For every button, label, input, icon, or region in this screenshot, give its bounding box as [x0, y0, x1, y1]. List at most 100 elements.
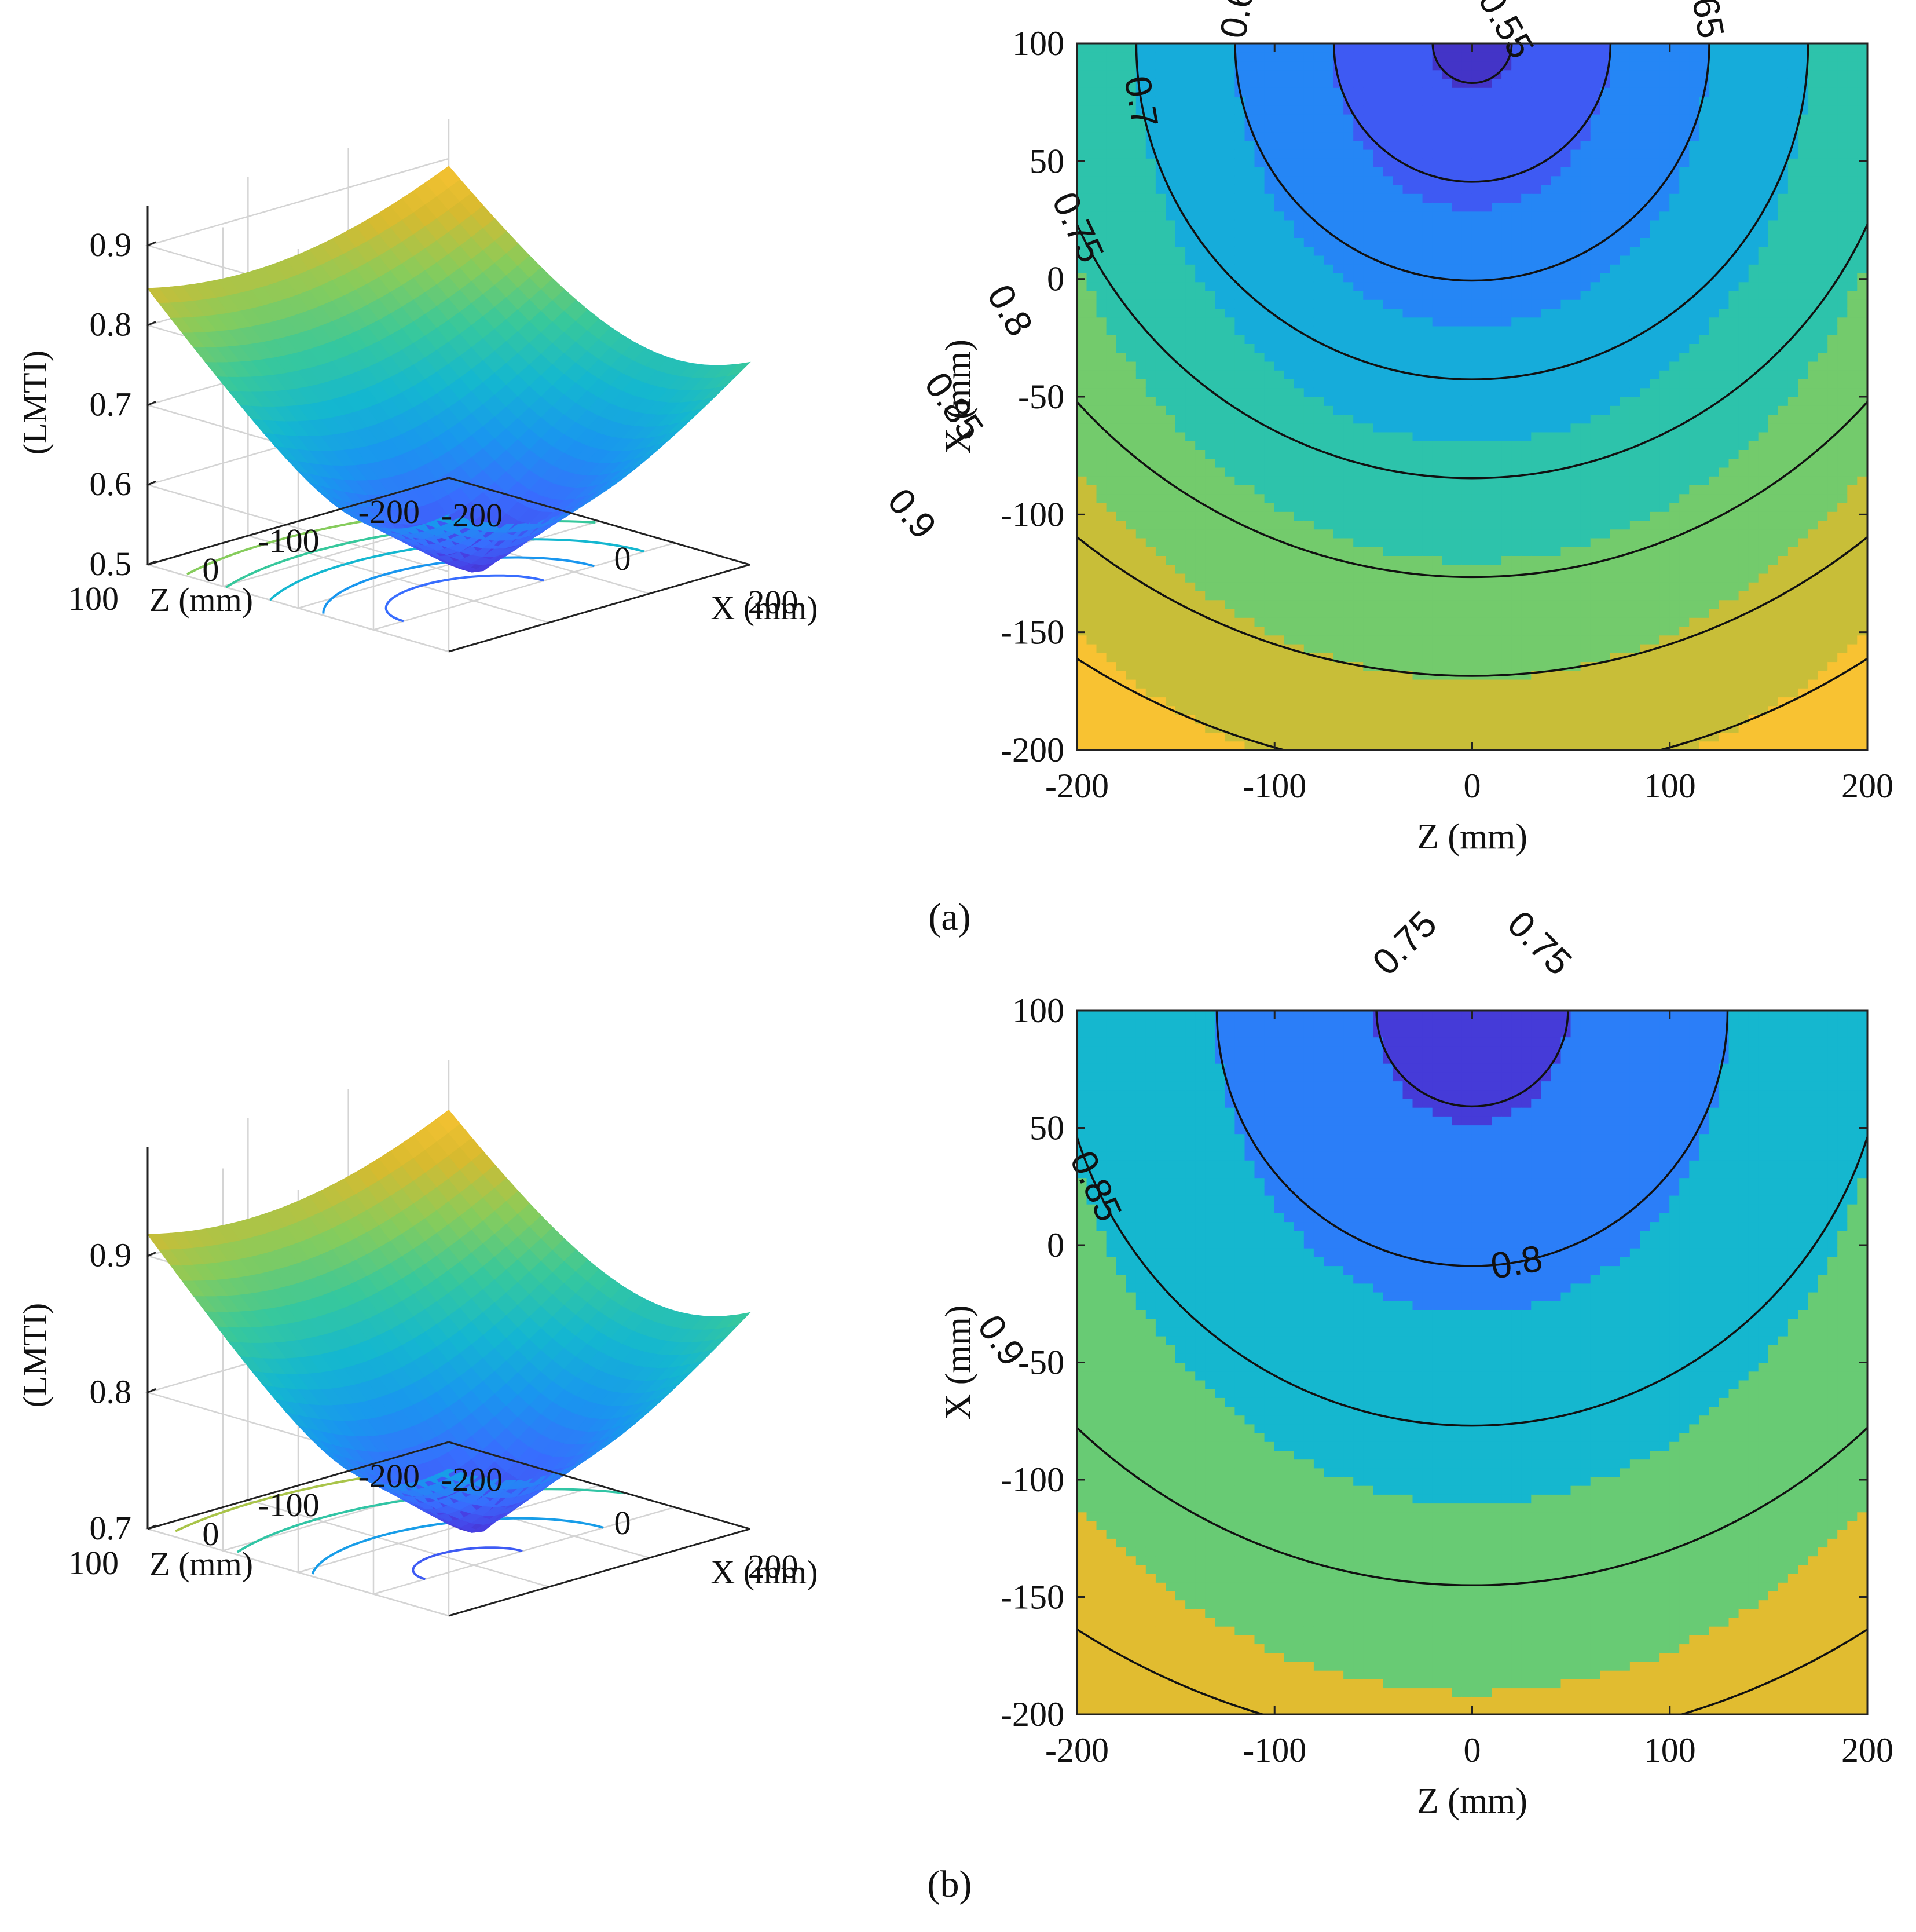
- contour-cell: [1106, 608, 1117, 618]
- contour-cell: [1541, 219, 1552, 229]
- contour-cell: [1492, 281, 1503, 291]
- contour-cell: [1600, 679, 1611, 689]
- contour-cell: [1501, 643, 1512, 653]
- contour-cell: [1076, 590, 1087, 601]
- contour-cell: [1590, 396, 1601, 406]
- contour-cell: [1482, 537, 1493, 547]
- contour-cell: [1244, 431, 1255, 441]
- contour-cell: [1234, 131, 1245, 141]
- contour-cell: [1383, 219, 1394, 229]
- contour-cell: [1501, 467, 1512, 477]
- contour-cell: [1185, 546, 1196, 556]
- contour-cell: [1116, 43, 1127, 53]
- contour-cell: [1383, 193, 1394, 203]
- contour-cell: [1254, 396, 1265, 406]
- contour-cell: [1333, 502, 1345, 512]
- contour-cell: [1324, 352, 1335, 362]
- contour-cell: [1482, 202, 1493, 212]
- contour-cell: [1333, 264, 1345, 273]
- contour-cell: [1215, 555, 1226, 565]
- contour-cell: [1313, 387, 1325, 397]
- contour-cell: [1461, 175, 1473, 185]
- contour-cell: [1560, 440, 1571, 450]
- contour-cell: [1432, 78, 1443, 88]
- contour-cell: [1225, 114, 1236, 123]
- contour-cell: [1185, 378, 1196, 389]
- contour-cell: [1343, 449, 1354, 459]
- contour-cell: [1492, 679, 1503, 689]
- contour-cell: [1402, 52, 1413, 62]
- contour-cell: [1501, 114, 1512, 123]
- contour-cell: [1096, 467, 1107, 477]
- contour-cell: [1195, 467, 1206, 477]
- contour-cell: [1521, 564, 1532, 574]
- contour-cell: [1541, 546, 1552, 556]
- contour-cell: [1363, 52, 1374, 62]
- contour-cell: [1303, 96, 1315, 106]
- contour-cell: [1303, 458, 1315, 468]
- contour-cell: [1333, 369, 1345, 379]
- contour-cell: [1303, 723, 1315, 733]
- contour-cell: [1145, 475, 1157, 485]
- contour-cell: [1185, 652, 1196, 663]
- contour-cell: [1234, 308, 1245, 318]
- contour-cell: [1155, 599, 1167, 609]
- contour-cell: [1126, 599, 1137, 609]
- contour-cell: [1442, 537, 1453, 547]
- contour-cell: [1126, 43, 1137, 53]
- contour-cell: [1501, 184, 1512, 194]
- contour-cell: [1422, 237, 1433, 247]
- contour-cell: [1274, 378, 1285, 389]
- contour-cell: [1205, 661, 1216, 671]
- contour-cell: [1570, 105, 1581, 115]
- contour-cell: [1580, 96, 1591, 106]
- contour-cell: [1461, 193, 1473, 203]
- contour-cell: [1195, 519, 1206, 530]
- contour-cell: [1106, 264, 1117, 273]
- contour-cell: [1471, 122, 1483, 133]
- contour-cell: [1580, 625, 1591, 636]
- contour-cell: [1492, 405, 1503, 415]
- contour-cell: [1294, 635, 1305, 645]
- contour-cell: [1175, 87, 1186, 97]
- contour-cell: [1373, 555, 1384, 565]
- contour-cell: [1244, 96, 1255, 106]
- contour-cell: [1106, 714, 1117, 724]
- contour-cell: [1541, 114, 1552, 123]
- contour-cell: [1501, 387, 1512, 397]
- contour-cell: [1373, 449, 1384, 459]
- contour-cell: [1135, 193, 1147, 203]
- contour-cell: [1264, 617, 1275, 627]
- contour-cell: [1303, 519, 1315, 530]
- contour-cell: [1333, 731, 1345, 742]
- contour-cell: [1234, 175, 1245, 185]
- contour-cell: [1511, 290, 1522, 300]
- contour-cell: [1492, 272, 1503, 283]
- contour-cell: [1195, 555, 1206, 565]
- contour-cell: [1570, 635, 1581, 645]
- contour-cell: [1551, 246, 1562, 256]
- contour-cell: [1570, 617, 1581, 627]
- contour-cell: [1274, 281, 1285, 291]
- contour-cell: [1412, 635, 1423, 645]
- contour-cell: [1254, 537, 1265, 547]
- contour-cell: [1215, 184, 1226, 194]
- contour-cell: [1412, 731, 1423, 742]
- contour-cell: [1353, 140, 1364, 150]
- contour-cell: [1452, 741, 1463, 751]
- contour-cell: [1205, 78, 1216, 88]
- contour-cell: [1363, 687, 1374, 698]
- surface-mesh: [146, 166, 751, 573]
- contour-cell: [1580, 272, 1591, 283]
- contour-cell: [1324, 502, 1335, 512]
- contour-cell: [1234, 211, 1245, 221]
- contour-cell: [1373, 281, 1384, 291]
- contour-cell: [1205, 564, 1216, 574]
- contour-cell: [1324, 679, 1335, 689]
- contour-cell: [1205, 670, 1216, 680]
- contour-cell: [1324, 493, 1335, 503]
- contour-cell: [1482, 458, 1493, 468]
- contour-cell: [1551, 696, 1562, 707]
- contour-cell: [1442, 166, 1453, 177]
- contour-cell: [1551, 299, 1562, 309]
